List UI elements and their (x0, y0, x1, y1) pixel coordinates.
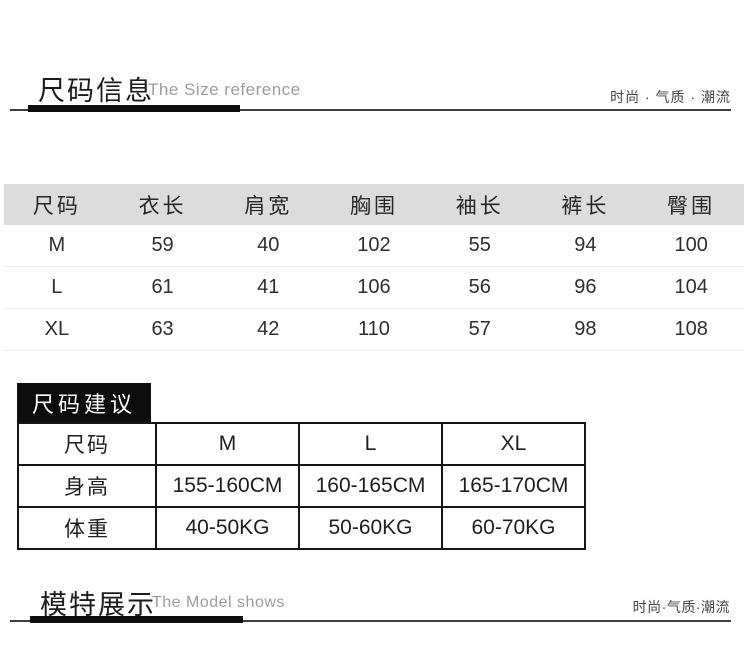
cell-value: 110 (358, 318, 390, 340)
suggestion-size-l: L (298, 422, 443, 466)
col-header-hip: 臀围 (667, 194, 716, 218)
col-header-bust: 胸围 (349, 194, 398, 218)
size-info-divider-bar (28, 105, 240, 112)
model-shows-tagline: 时尚·气质·潮流 (632, 599, 730, 615)
col-header-size: 尺码 (32, 194, 81, 218)
size-table-row-xl: XL 63 42 110 57 98 108 (4, 309, 744, 351)
cell-value: 94 (574, 234, 597, 256)
size-table-row-l: L 61 41 106 56 96 104 (4, 267, 744, 309)
size-suggestion-label: 尺码建议 (17, 383, 151, 423)
cell-value: 98 (574, 318, 597, 340)
suggestion-size-xl: XL (441, 422, 586, 466)
size-info-tagline: 时尚 · 气质 · 潮流 (610, 89, 731, 105)
cell-size: M (48, 234, 66, 256)
model-shows-title-zh: 模特展示 (40, 590, 156, 620)
suggestion-height-xl: 165-170CM (441, 464, 586, 508)
suggestion-height-l: 160-165CM (298, 464, 443, 508)
suggestion-size-m: M (155, 422, 300, 466)
col-header-pants-length: 裤长 (561, 194, 610, 218)
size-table-row-m: M 59 40 102 55 94 100 (4, 225, 744, 267)
cell-value: 106 (357, 276, 391, 298)
size-info-title-en: The Size reference (148, 80, 301, 99)
suggestion-row-weight: 体重 40-50KG 50-60KG 60-70KG (17, 506, 586, 550)
model-shows-divider-bar (30, 616, 243, 623)
size-info-divider-line (10, 109, 731, 111)
cell-size: L (51, 276, 63, 298)
size-suggestion-table: 尺码 M L XL 身高 155-160CM 160-165CM 165-170… (17, 422, 586, 550)
cell-value: 59 (151, 234, 174, 256)
cell-value: 100 (674, 234, 708, 256)
cell-value: 42 (257, 318, 280, 340)
suggestion-row-height: 身高 155-160CM 160-165CM 165-170CM (17, 464, 586, 508)
cell-value: 108 (674, 318, 708, 340)
cell-size: XL (44, 318, 70, 340)
size-info-title-zh: 尺码信息 (38, 76, 154, 106)
cell-value: 63 (151, 318, 174, 340)
suggestion-weight-l: 50-60KG (298, 506, 443, 550)
cell-value: 57 (468, 318, 491, 340)
cell-value: 56 (468, 276, 491, 298)
size-table: 尺码 衣长 肩宽 胸围 袖长 裤长 臀围 M 59 40 102 55 94 1… (4, 184, 744, 351)
cell-value: 61 (151, 276, 174, 298)
cell-value: 55 (468, 234, 491, 256)
model-shows-divider-line (10, 620, 731, 622)
col-header-garment-length: 衣长 (138, 194, 187, 218)
cell-value: 96 (574, 276, 597, 298)
suggestion-row-size: 尺码 M L XL (17, 422, 586, 466)
cell-value: 102 (357, 234, 391, 256)
suggestion-weight-xl: 60-70KG (441, 506, 586, 550)
suggestion-height-m: 155-160CM (155, 464, 300, 508)
cell-value: 40 (257, 234, 280, 256)
cell-value: 104 (674, 276, 708, 298)
size-table-header-row: 尺码 衣长 肩宽 胸围 袖长 裤长 臀围 (4, 184, 744, 225)
col-header-sleeve-length: 袖长 (455, 194, 504, 218)
model-shows-title-en: The Model shows (152, 594, 285, 611)
suggestion-weight-m: 40-50KG (155, 506, 300, 550)
suggestion-header-size: 尺码 (17, 422, 157, 466)
suggestion-header-height: 身高 (17, 464, 157, 508)
col-header-shoulder-width: 肩宽 (244, 194, 293, 218)
suggestion-header-weight: 体重 (17, 506, 157, 550)
cell-value: 41 (257, 276, 280, 298)
